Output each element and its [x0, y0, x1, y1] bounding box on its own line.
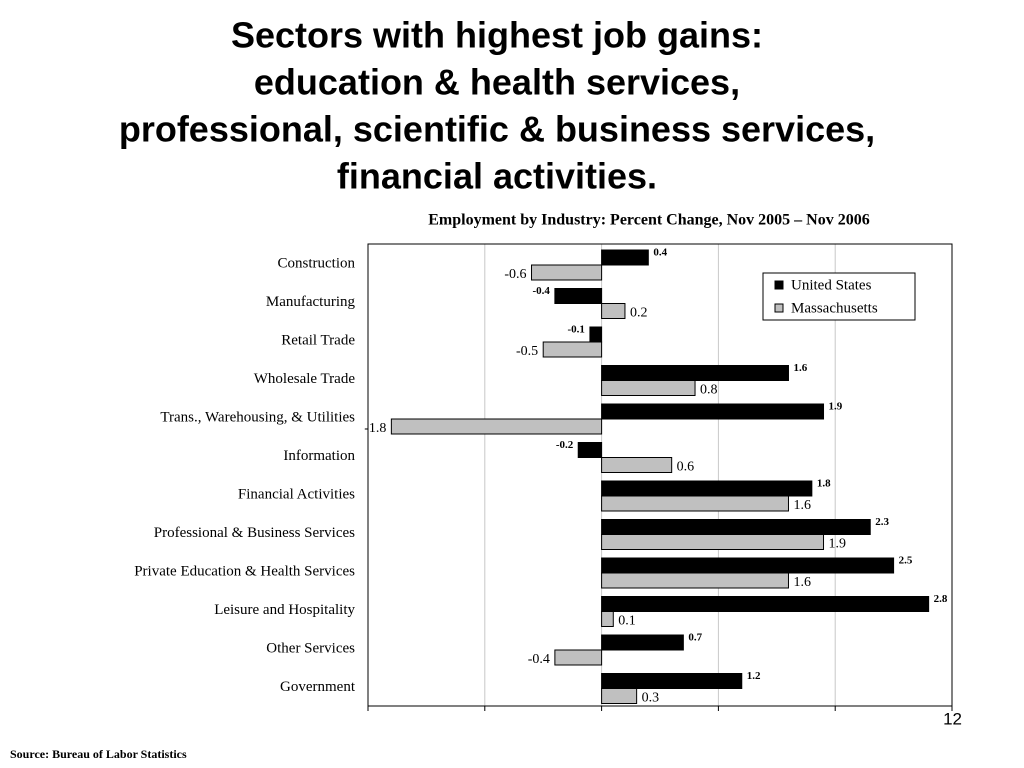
data-label: 2.8 [934, 593, 948, 605]
bar [601, 249, 649, 266]
bar [601, 534, 825, 550]
chart-title: education & health services, [254, 62, 740, 103]
data-label: 0.1 [618, 614, 636, 629]
plot-frame [367, 243, 953, 707]
source: Source: Bureau of Labor Statistics [10, 747, 187, 761]
bar [601, 457, 673, 473]
bar [601, 365, 789, 381]
chart-title: financial activities. [337, 156, 657, 197]
y-tick-label: Government [280, 679, 356, 695]
y-tick-label: Private Education & Health Services [134, 564, 355, 580]
bar [601, 380, 696, 396]
bar [531, 264, 603, 281]
data-label: -0.4 [528, 652, 550, 667]
data-label: 2.3 [875, 516, 889, 528]
data-label: 1.2 [747, 670, 761, 682]
bar [554, 649, 603, 666]
chart-subtitle: Employment by Industry: Percent Change, … [428, 212, 869, 229]
bar [390, 418, 603, 435]
bar [554, 288, 603, 304]
data-label: -0.4 [532, 285, 550, 297]
y-tick-label: Wholesale Trade [254, 371, 356, 387]
data-label: 0.2 [630, 306, 648, 321]
bar [601, 519, 871, 535]
legend-label: United States [791, 277, 872, 293]
data-label: 0.6 [677, 460, 695, 475]
bar [542, 341, 603, 358]
data-label: -0.1 [567, 324, 584, 336]
data-label: 1.6 [793, 498, 811, 513]
bar [601, 688, 638, 704]
data-label: 2.5 [899, 555, 913, 567]
bar [589, 326, 603, 343]
data-label: -0.5 [516, 344, 538, 359]
page-number: 12 [943, 709, 962, 728]
data-label: -1.8 [364, 421, 386, 436]
y-tick-label: Manufacturing [266, 294, 356, 310]
y-tick-label: Information [283, 448, 355, 464]
bar [577, 442, 603, 458]
bar [601, 557, 895, 574]
bar [601, 403, 825, 420]
data-label: 0.3 [642, 691, 660, 706]
bar [601, 480, 813, 497]
chart-title: Sectors with highest job gains: [231, 15, 763, 56]
data-label: 1.6 [793, 362, 807, 374]
data-label: 1.9 [829, 537, 847, 552]
y-tick-label: Retail Trade [281, 333, 355, 349]
data-label: 0.4 [653, 247, 667, 259]
data-label: 0.7 [688, 632, 702, 644]
y-tick-label: Professional & Business Services [154, 525, 355, 541]
legend-swatch [774, 280, 784, 290]
bar [601, 495, 789, 512]
y-tick-label: Financial Activities [238, 487, 355, 503]
data-label: 1.6 [793, 575, 811, 590]
y-tick-label: Leisure and Hospitality [214, 602, 355, 618]
bar [601, 673, 743, 689]
legend-box [762, 272, 916, 321]
legend-swatch [774, 303, 784, 313]
bar [601, 611, 614, 627]
y-tick-label: Other Services [266, 641, 355, 657]
data-label: 1.9 [829, 401, 843, 413]
bar [601, 634, 684, 651]
data-label: 0.8 [700, 383, 718, 398]
data-label: -0.2 [556, 439, 574, 451]
bar [601, 596, 930, 612]
bar [601, 572, 789, 589]
legend-label: Massachusetts [791, 300, 878, 316]
bar [601, 303, 626, 319]
data-label: -0.6 [504, 267, 526, 282]
data-label: 1.8 [817, 478, 831, 490]
y-tick-label: Construction [278, 256, 356, 272]
chart-title: professional, scientific & business serv… [119, 109, 875, 150]
y-tick-label: Trans., Warehousing, & Utilities [160, 410, 355, 426]
